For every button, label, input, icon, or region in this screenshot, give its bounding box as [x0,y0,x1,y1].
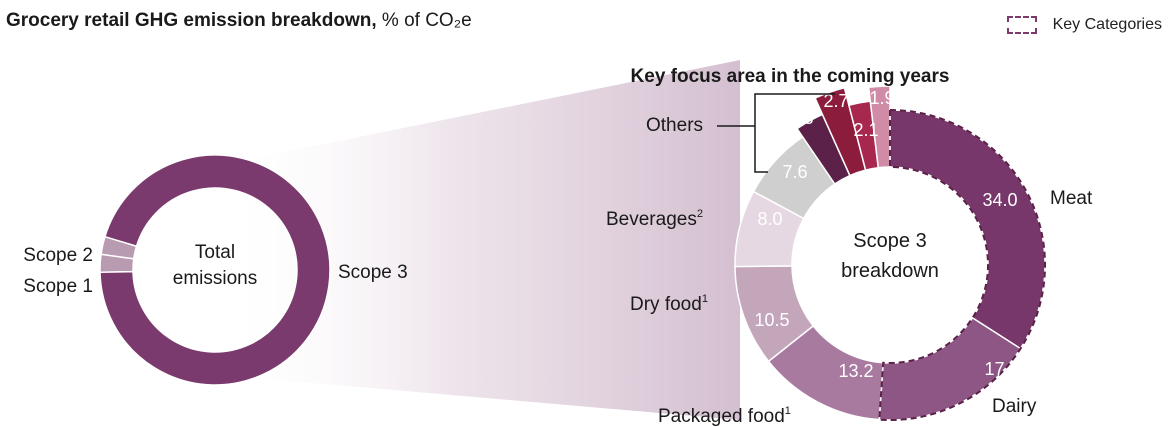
value-label: 2.7 [823,91,848,111]
category-label: Others [646,115,703,136]
value-label: 10.5 [754,310,789,330]
category-label: Beverages2 [606,208,703,230]
value-label: 7.6 [782,162,807,182]
value-label: 13.2 [838,361,873,381]
legend: Key Categories [1006,16,1162,34]
category-label: Meat [1050,188,1093,209]
key-categories-swatch [1006,16,1037,34]
value-label: 1.9 [869,88,894,108]
category-label: Packaged food1 [658,405,791,427]
title-unit: % of CO₂e [381,10,472,31]
left-slice-label: Scope 1 [23,276,93,297]
category-label: Dairy [992,396,1037,417]
legend-label: Key Categories [1052,16,1162,33]
value-label: 8.0 [757,209,782,229]
category-label: Dry food1 [630,293,708,315]
left-slice-label: Scope 2 [23,245,93,266]
key-categories-outline [878,108,1046,421]
left-slice-label: Scope 3 [338,262,408,283]
slice-other-1.9 [867,85,891,169]
left-center-label: Total [195,242,235,263]
expansion-fan [220,60,740,420]
right-center-label: Scope 3 [853,230,926,252]
value-label: 2.8 [788,108,813,128]
right-center-label: breakdown [841,260,939,282]
value-label: 17.0 [984,359,1019,379]
value-label: 34.0 [982,190,1017,210]
value-label: 2.1 [853,120,878,140]
slice-scope-3 [99,154,331,386]
title-bold: Grocery retail GHG emission breakdown, [6,10,377,31]
focus-area-label: Key focus area in the coming years [631,66,950,87]
left-center-label: emissions [173,268,257,289]
others-bracket [717,93,835,173]
chart-title: Grocery retail GHG emission breakdown, %… [6,10,472,32]
